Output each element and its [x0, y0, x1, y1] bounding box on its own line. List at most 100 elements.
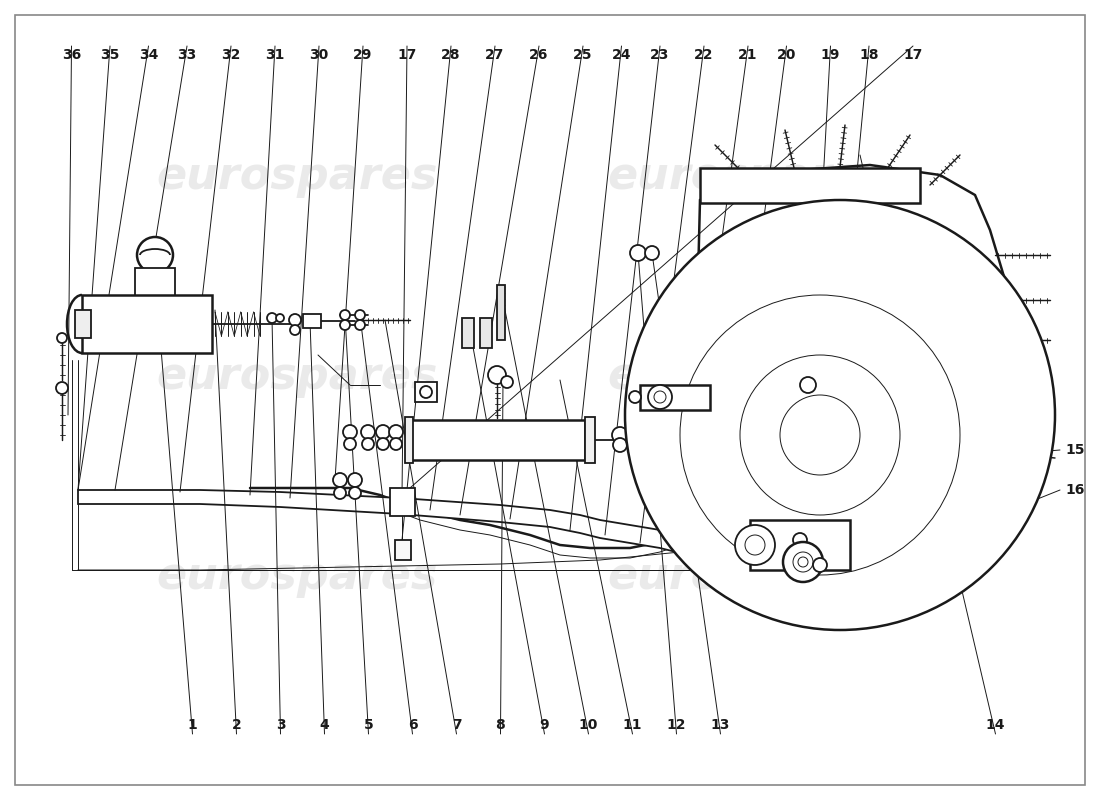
Text: 8: 8	[496, 718, 505, 732]
Circle shape	[793, 533, 807, 547]
Circle shape	[735, 525, 776, 565]
Text: 14: 14	[986, 718, 1005, 732]
Bar	[75, 310, 91, 338]
Circle shape	[343, 425, 358, 439]
Circle shape	[138, 237, 173, 273]
Circle shape	[349, 487, 361, 499]
Bar	[410, 420, 585, 460]
Circle shape	[612, 427, 628, 443]
Circle shape	[340, 310, 350, 320]
Text: 36: 36	[62, 48, 81, 62]
Text: 4: 4	[320, 718, 329, 732]
Circle shape	[361, 425, 375, 439]
Circle shape	[377, 438, 389, 450]
Polygon shape	[690, 165, 1010, 575]
Bar	[480, 318, 492, 348]
Circle shape	[334, 487, 346, 499]
Text: 7: 7	[452, 718, 461, 732]
Circle shape	[780, 395, 860, 475]
Circle shape	[800, 377, 816, 393]
Text: eurospares: eurospares	[156, 354, 438, 398]
Text: 15: 15	[1065, 443, 1085, 457]
Circle shape	[344, 438, 356, 450]
Bar	[390, 488, 415, 516]
Bar	[395, 540, 411, 560]
Circle shape	[500, 376, 513, 388]
Text: 12: 12	[667, 718, 686, 732]
Bar	[135, 268, 175, 296]
Bar	[700, 168, 920, 203]
Polygon shape	[78, 490, 800, 570]
Text: 27: 27	[485, 48, 505, 62]
Circle shape	[333, 473, 346, 487]
Text: 11: 11	[623, 718, 642, 732]
Circle shape	[795, 558, 815, 578]
Text: 10: 10	[579, 718, 598, 732]
Circle shape	[745, 535, 764, 555]
Circle shape	[348, 473, 362, 487]
Circle shape	[645, 246, 659, 260]
Circle shape	[376, 425, 390, 439]
Text: 2: 2	[232, 718, 241, 732]
Circle shape	[290, 325, 300, 335]
Text: 24: 24	[612, 48, 631, 62]
Text: 18: 18	[859, 48, 879, 62]
Text: 17: 17	[903, 48, 923, 62]
Circle shape	[289, 314, 301, 326]
Bar	[497, 285, 505, 340]
Circle shape	[740, 355, 900, 515]
Circle shape	[793, 552, 813, 572]
Text: 33: 33	[177, 48, 197, 62]
Circle shape	[420, 386, 432, 398]
Text: 31: 31	[265, 48, 285, 62]
Text: 34: 34	[139, 48, 158, 62]
Text: eurospares: eurospares	[607, 554, 889, 598]
Circle shape	[654, 391, 666, 403]
Bar	[585, 417, 595, 463]
Text: 5: 5	[364, 718, 373, 732]
Text: 28: 28	[441, 48, 461, 62]
Bar	[640, 385, 710, 410]
Circle shape	[813, 558, 827, 572]
Circle shape	[390, 438, 402, 450]
Circle shape	[340, 320, 350, 330]
Text: 6: 6	[408, 718, 417, 732]
Text: 9: 9	[540, 718, 549, 732]
Circle shape	[389, 425, 403, 439]
Bar	[302, 314, 321, 328]
Text: 20: 20	[777, 48, 796, 62]
Text: 26: 26	[529, 48, 549, 62]
Circle shape	[355, 310, 365, 320]
Text: 3: 3	[276, 718, 285, 732]
Circle shape	[625, 200, 1055, 630]
Text: 25: 25	[573, 48, 593, 62]
Text: 29: 29	[353, 48, 373, 62]
Text: eurospares: eurospares	[607, 154, 889, 198]
Text: eurospares: eurospares	[156, 154, 438, 198]
Circle shape	[57, 333, 67, 343]
Circle shape	[276, 314, 284, 322]
Text: 1: 1	[188, 718, 197, 732]
Text: eurospares: eurospares	[607, 354, 889, 398]
Circle shape	[56, 382, 68, 394]
Text: 16: 16	[1065, 483, 1085, 497]
Text: 22: 22	[694, 48, 714, 62]
Bar	[750, 520, 850, 570]
Text: 17: 17	[397, 48, 417, 62]
Circle shape	[613, 438, 627, 452]
Circle shape	[648, 385, 672, 409]
Circle shape	[630, 245, 646, 261]
Text: eurospares: eurospares	[156, 554, 438, 598]
Circle shape	[680, 295, 960, 575]
Text: 21: 21	[738, 48, 758, 62]
Text: 13: 13	[711, 718, 730, 732]
Text: 32: 32	[221, 48, 241, 62]
Text: 35: 35	[100, 48, 120, 62]
Circle shape	[783, 542, 823, 582]
Text: 30: 30	[309, 48, 329, 62]
Bar	[405, 417, 412, 463]
Circle shape	[355, 320, 365, 330]
Circle shape	[488, 366, 506, 384]
Circle shape	[362, 438, 374, 450]
Circle shape	[267, 313, 277, 323]
